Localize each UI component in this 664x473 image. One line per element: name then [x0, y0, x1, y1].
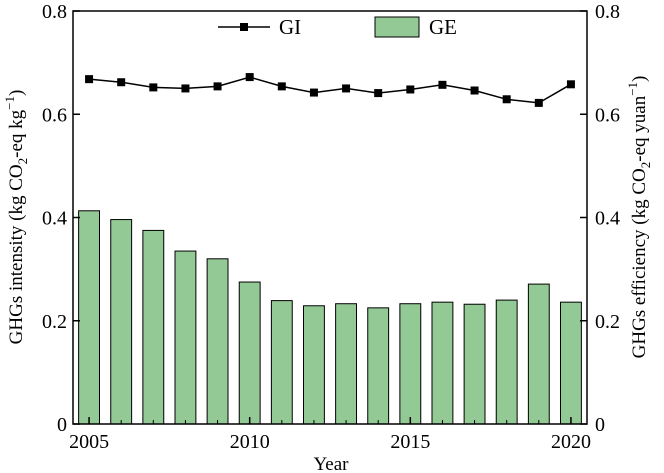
bar-ge-2012 — [302, 305, 325, 425]
y-right-tick-label: 0.6 — [595, 104, 620, 126]
y-left-tick-label: 0.8 — [42, 1, 67, 23]
bar-ge-2019 — [527, 283, 550, 425]
x-tick-label: 2020 — [551, 431, 591, 453]
y-right-tick-label: 0 — [595, 414, 605, 436]
y-left-tick-label: 0 — [57, 414, 67, 436]
y-axis-title-right: GHGs efficiency (kg CO2-eq yuan−1) — [625, 76, 653, 359]
bar-ge-2010 — [238, 281, 261, 425]
y-left-title-mid: -eq kg — [6, 109, 27, 158]
y-right-title-sup: −1 — [625, 82, 640, 96]
y-axis-title-left: GHGs intensity (kg CO2-eq kg−1) — [2, 90, 30, 345]
x-tick-label: 2010 — [230, 431, 270, 453]
gi-point-2006 — [117, 78, 126, 87]
x-tick-label: 2005 — [69, 431, 109, 453]
legend-ge-swatch — [374, 16, 420, 38]
bar-ge-2014 — [367, 307, 390, 425]
gi-point-2014 — [374, 89, 383, 98]
bar-series-ge — [78, 210, 582, 425]
bar-ge-2011 — [270, 300, 293, 425]
y-right-title-main: GHGs efficiency (kg CO — [629, 168, 650, 358]
bar-ge-2017 — [463, 303, 486, 425]
gi-line-path — [89, 76, 572, 104]
bar-ge-2007 — [142, 229, 165, 425]
gi-point-2005 — [85, 75, 94, 84]
y-right-title-mid: -eq yuan — [629, 95, 650, 161]
bar-ge-2009 — [206, 258, 229, 425]
axis-ticks: 0 0 0.2 0.2 0.4 0.4 0.6 0.6 0.8 0.8 2005 2010 2015 20… — [42, 1, 620, 453]
bar-ge-2018 — [495, 299, 518, 425]
bar-ge-2020 — [559, 301, 582, 425]
y-left-tick-label: 0.6 — [42, 104, 67, 126]
gi-point-2020 — [566, 80, 575, 89]
line-series-gi — [85, 73, 575, 107]
gi-point-2008 — [181, 84, 190, 93]
y-left-tick-label: 0.4 — [42, 208, 67, 230]
y-left-title-main: GHGs intensity (kg CO — [6, 164, 27, 344]
bar-ge-2006 — [110, 219, 133, 425]
x-axis-title: Year — [313, 454, 349, 473]
gi-point-2010 — [245, 73, 254, 82]
bar-ge-2015 — [399, 303, 422, 425]
gi-point-2016 — [438, 80, 447, 89]
bar-ge-2016 — [431, 301, 454, 425]
gi-point-2019 — [534, 98, 543, 107]
gi-point-2012 — [309, 88, 318, 97]
y-right-title-sub: 2 — [638, 162, 653, 169]
y-left-title-sub: 2 — [15, 158, 30, 165]
legend-gi-label: GI — [279, 15, 301, 39]
y-left-tick-label: 0.2 — [42, 311, 67, 333]
y-right-title-end: ) — [629, 76, 650, 82]
bar-ge-2008 — [174, 250, 197, 425]
gi-point-2015 — [406, 85, 415, 94]
legend-gi-marker — [240, 23, 248, 31]
gi-point-2013 — [342, 84, 351, 93]
gi-point-2018 — [502, 95, 511, 104]
gi-point-2009 — [213, 82, 222, 91]
y-left-title-sup: −1 — [2, 96, 17, 110]
gi-point-2017 — [470, 86, 479, 95]
y-right-tick-label: 0.4 — [595, 208, 620, 230]
legend: GI GE — [218, 15, 457, 39]
bar-ge-2005 — [78, 210, 101, 425]
y-right-tick-label: 0.8 — [595, 1, 620, 23]
bar-ge-2013 — [335, 303, 358, 425]
gi-point-2011 — [277, 82, 286, 91]
y-left-title-end: ) — [6, 90, 27, 96]
y-right-tick-label: 0.2 — [595, 311, 620, 333]
x-tick-label: 2015 — [390, 431, 430, 453]
legend-ge-label: GE — [429, 15, 457, 39]
gi-point-2007 — [149, 83, 158, 92]
